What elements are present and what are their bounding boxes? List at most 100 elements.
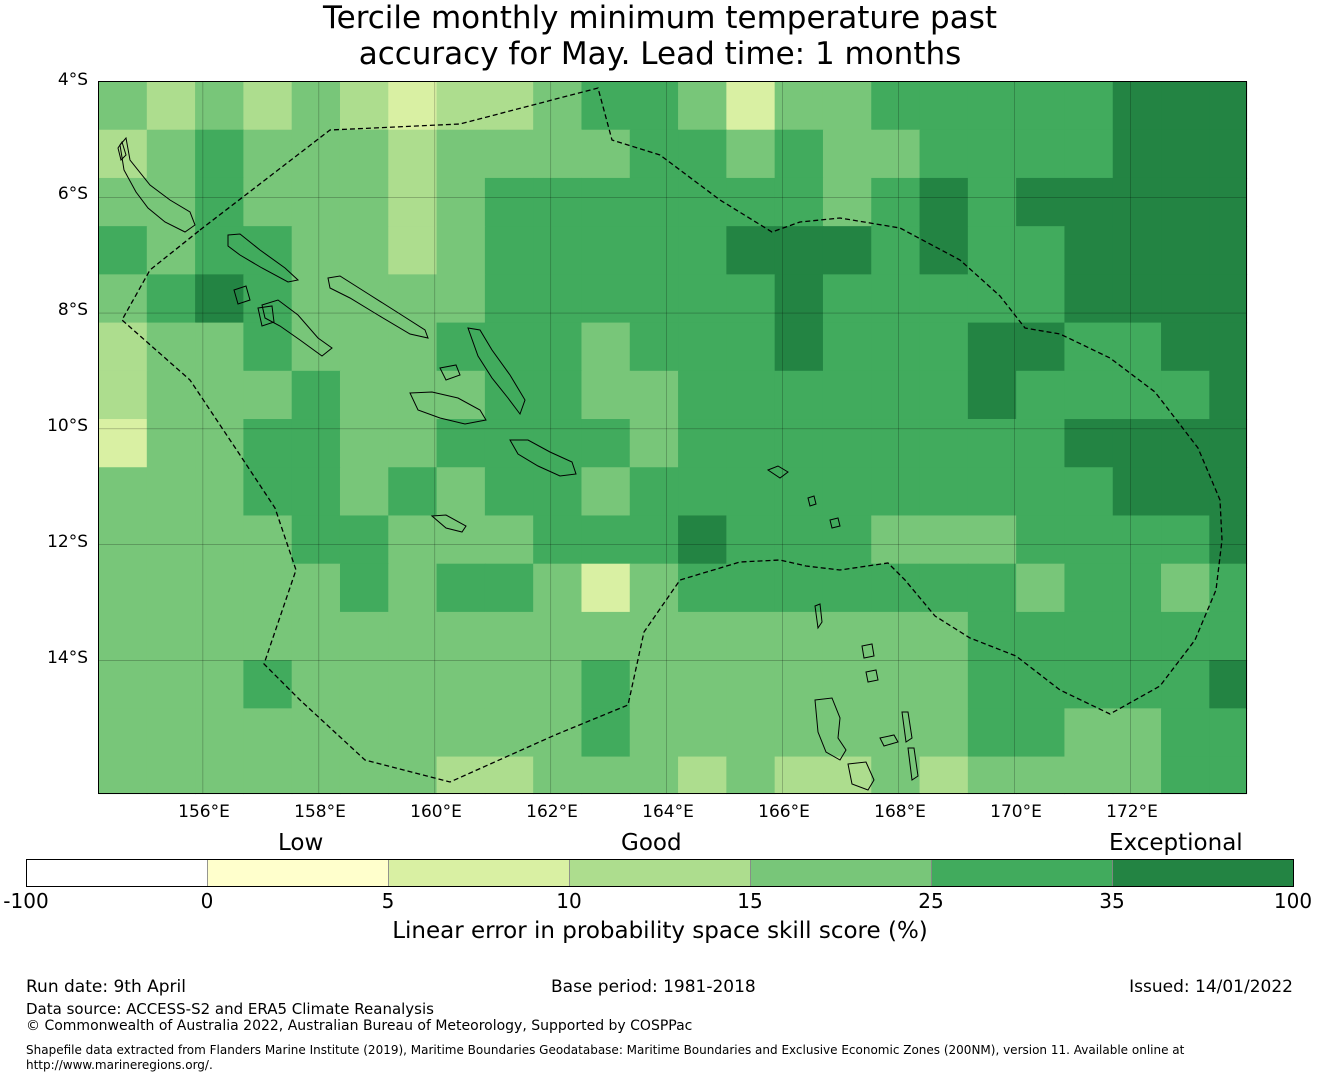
florida-islands: [439, 364, 461, 381]
skill-grid-cell: [98, 81, 148, 131]
colorbar-segment: [931, 859, 1113, 887]
skill-grid-cell: [1161, 274, 1210, 324]
skill-grid-cell: [388, 756, 438, 795]
skill-grid-cell: [822, 370, 872, 420]
skill-grid-cell: [1161, 322, 1210, 372]
skill-grid-cell: [1161, 419, 1210, 468]
skill-grid-cell: [967, 611, 1017, 661]
skill-grid-cell: [484, 226, 534, 275]
skill-grid-cell: [98, 708, 148, 758]
skill-grid-cell: [436, 81, 486, 131]
skill-grid-cell: [98, 756, 148, 795]
skill-grid-cell: [678, 81, 727, 131]
skill-grid-cell: [871, 467, 921, 517]
skill-grid-cell: [484, 467, 534, 517]
skill-grid-cell: [195, 274, 244, 324]
malaita-island: [467, 327, 526, 416]
skill-grid-cell: [243, 708, 293, 758]
skill-grid-cell: [919, 515, 969, 565]
skill-grid-cell: [195, 563, 244, 613]
skill-grid-cell: [98, 274, 148, 324]
skill-grid-cells: [98, 81, 1248, 795]
skill-grid-cell: [195, 226, 244, 275]
skill-grid-cell: [146, 274, 196, 324]
skill-grid-cell: [388, 708, 438, 758]
skill-grid-cell: [1016, 611, 1066, 661]
lat-label-14s: 14°S: [47, 648, 88, 668]
skill-grid-cell: [919, 563, 969, 613]
skill-grid-cell: [98, 611, 148, 661]
legend-exceptional-label: Exceptional: [1109, 830, 1243, 856]
skill-grid-cell: [533, 129, 583, 179]
skill-grid-cell: [967, 660, 1017, 709]
skill-grid-cell: [436, 226, 486, 275]
lat-label-12s: 12°S: [47, 532, 88, 552]
skill-grid-cell: [967, 81, 1017, 131]
skill-grid-cell: [243, 81, 293, 131]
skill-grid-cell: [291, 563, 341, 613]
colorbar-segment: [569, 859, 751, 887]
colorbar-tick: 10: [556, 889, 582, 913]
skill-grid-cell: [339, 129, 389, 179]
coastline-outlines: [117, 136, 919, 791]
gaua-island: [865, 669, 879, 683]
skill-grid-cell: [774, 660, 824, 709]
skill-grid-cell: [774, 274, 824, 324]
skill-grid-cell: [726, 515, 776, 565]
skill-grid-cell: [243, 129, 293, 179]
skill-grid-cell: [195, 177, 244, 227]
map-title-line-2: accuracy for May. Lead time: 1 months: [358, 36, 962, 72]
skill-grid-cell: [533, 660, 583, 709]
skill-grid-cell: [1161, 226, 1210, 275]
skill-grid-cell: [339, 515, 389, 565]
lon-label-172e: 172°E: [1106, 802, 1158, 822]
skill-grid-cell: [1112, 129, 1162, 179]
skill-grid-cell: [339, 226, 389, 275]
skill-grid-cell: [871, 611, 921, 661]
skill-grid-cell: [919, 419, 969, 468]
skill-grid-cell: [339, 467, 389, 517]
skill-grid-cell: [629, 129, 679, 179]
skill-grid-cell: [195, 419, 244, 468]
map-title-line-1: Tercile monthly minimum temperature past: [322, 0, 998, 36]
skill-grid-cell: [98, 370, 148, 420]
skill-grid-cell: [388, 660, 438, 709]
skill-grid-cell: [388, 419, 438, 468]
skill-grid-cell: [726, 226, 776, 275]
skill-grid-cell: [243, 611, 293, 661]
skill-grid-cell: [533, 515, 583, 565]
eez-boundaries: [121, 87, 1223, 783]
skill-grid-cell: [581, 419, 631, 468]
skill-grid-cell: [1064, 419, 1114, 468]
skill-grid-cell: [388, 515, 438, 565]
skill-grid-cell: [1064, 467, 1114, 517]
skill-grid-cell: [1112, 515, 1162, 565]
skill-grid-cell: [1209, 708, 1248, 758]
skill-grid-cell: [195, 756, 244, 795]
skill-grid-cell: [822, 563, 872, 613]
skill-grid-cell: [1064, 226, 1114, 275]
skill-grid-cell: [629, 467, 679, 517]
skill-grid-cell: [967, 129, 1017, 179]
skill-grid-cell: [1112, 370, 1162, 420]
skill-grid-cell: [919, 467, 969, 517]
skill-grid-cell: [1016, 81, 1066, 131]
skill-grid-cell: [291, 129, 341, 179]
lon-label-162e: 162°E: [526, 802, 578, 822]
skill-grid-cell: [822, 756, 872, 795]
skill-grid-cell: [1112, 563, 1162, 613]
skill-grid-cell: [243, 660, 293, 709]
skill-grid-cell: [581, 660, 631, 709]
skill-grid-cell: [1112, 467, 1162, 517]
lat-label-6s: 6°S: [57, 184, 88, 204]
skill-grid-cell: [774, 515, 824, 565]
skill-grid-cell: [726, 129, 776, 179]
skill-grid-cell: [629, 660, 679, 709]
skill-grid-cell: [291, 226, 341, 275]
colorbar-segment: [1112, 859, 1294, 887]
lon-label-170e: 170°E: [990, 802, 1042, 822]
skill-grid-cell: [291, 708, 341, 758]
skill-grid-cell: [1161, 467, 1210, 517]
banks-islands: [861, 643, 875, 659]
shapefile-credit-line-1: Shapefile data extracted from Flanders M…: [26, 1043, 1185, 1057]
